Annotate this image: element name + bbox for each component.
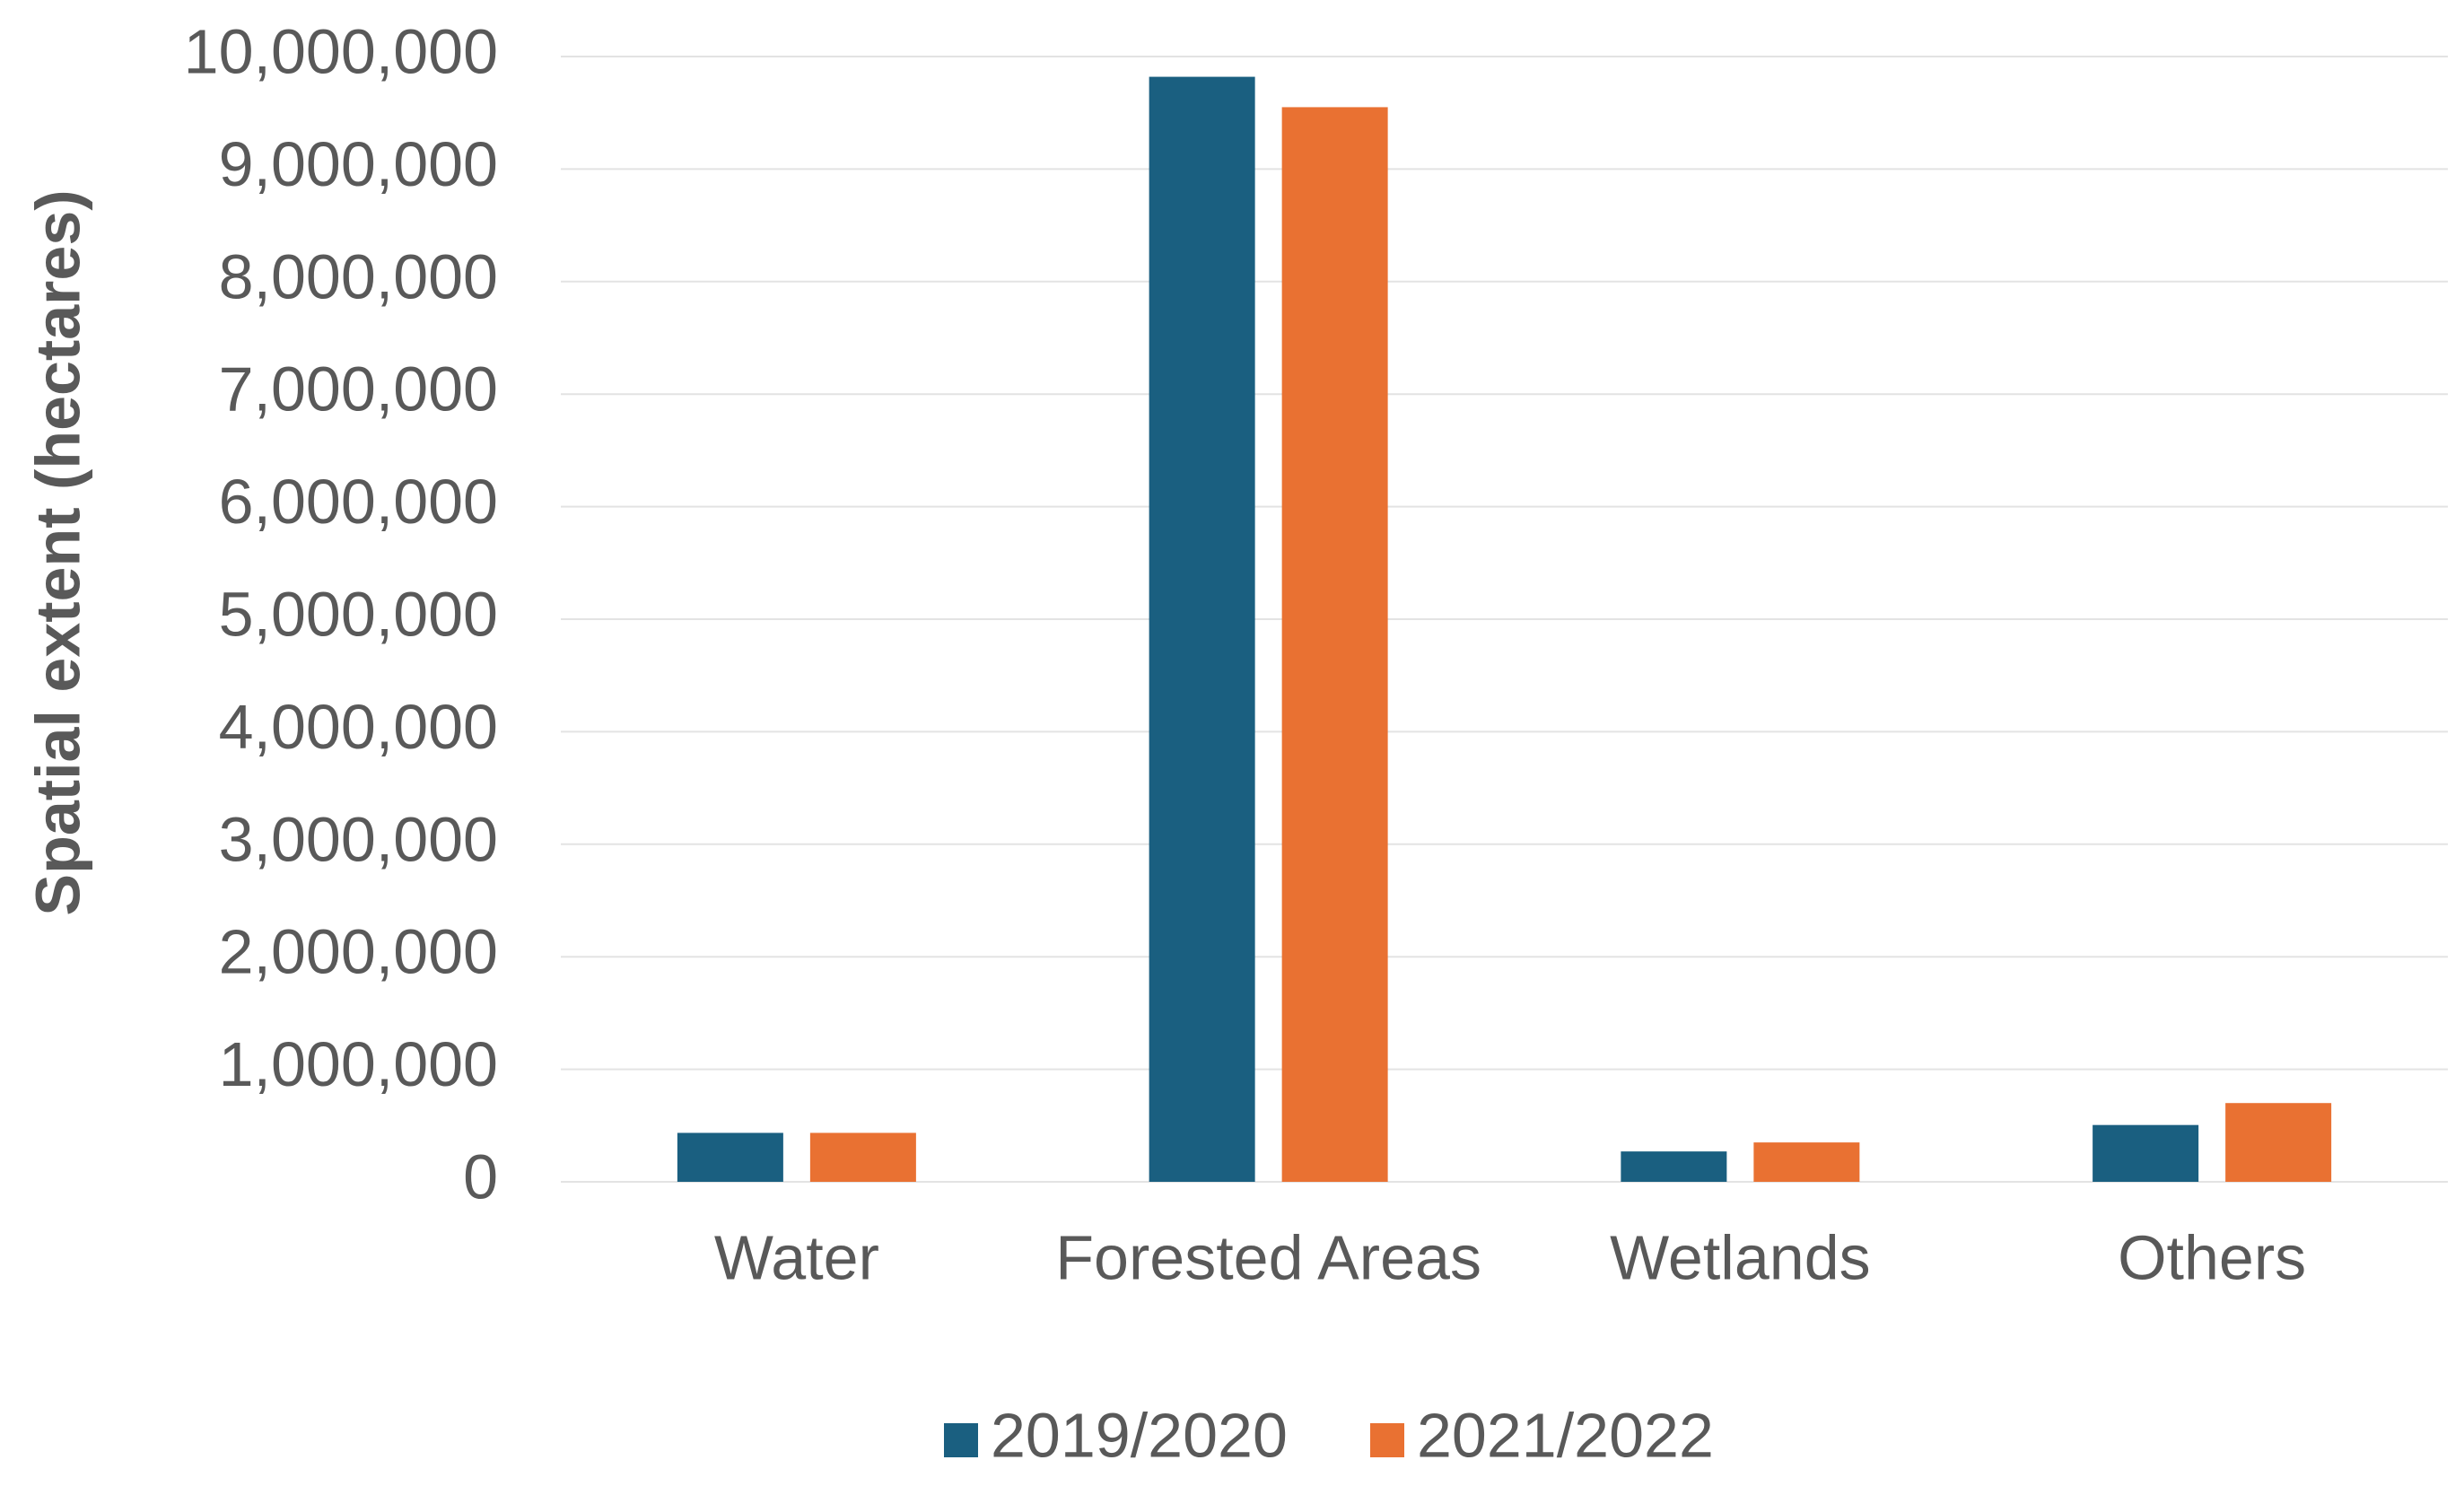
y-axis-title: Spatial extent (hectares) bbox=[22, 189, 92, 915]
bar bbox=[2093, 1124, 2199, 1182]
bar bbox=[2225, 1103, 2332, 1182]
y-tick-label: 8,000,000 bbox=[219, 241, 498, 311]
x-tick-label: Water bbox=[714, 1222, 879, 1292]
y-tick-label: 4,000,000 bbox=[219, 692, 498, 762]
y-tick-label: 9,000,000 bbox=[219, 129, 498, 199]
bar bbox=[1753, 1142, 1860, 1182]
y-tick-label: 6,000,000 bbox=[219, 467, 498, 537]
x-tick-label: Forested Areas bbox=[1055, 1222, 1481, 1292]
y-tick-label: 0 bbox=[463, 1141, 498, 1211]
y-tick-label: 1,000,000 bbox=[219, 1029, 498, 1099]
y-tick-label: 10,000,000 bbox=[184, 16, 498, 86]
y-tick-label: 5,000,000 bbox=[219, 579, 498, 649]
y-tick-label: 7,000,000 bbox=[219, 354, 498, 424]
legend-swatch bbox=[944, 1423, 978, 1457]
y-tick-label: 2,000,000 bbox=[219, 917, 498, 987]
legend-label: 2021/2022 bbox=[1417, 1400, 1714, 1470]
bar bbox=[809, 1132, 916, 1182]
bar bbox=[1149, 76, 1255, 1182]
legend-swatch bbox=[1370, 1423, 1404, 1457]
legend-label: 2019/2020 bbox=[991, 1400, 1288, 1470]
x-tick-label: Others bbox=[2118, 1222, 2306, 1292]
bar bbox=[677, 1132, 783, 1182]
y-tick-label: 3,000,000 bbox=[219, 804, 498, 874]
bar bbox=[1621, 1151, 1727, 1182]
x-tick-label: Wetlands bbox=[1610, 1222, 1871, 1292]
bar bbox=[1281, 107, 1388, 1182]
